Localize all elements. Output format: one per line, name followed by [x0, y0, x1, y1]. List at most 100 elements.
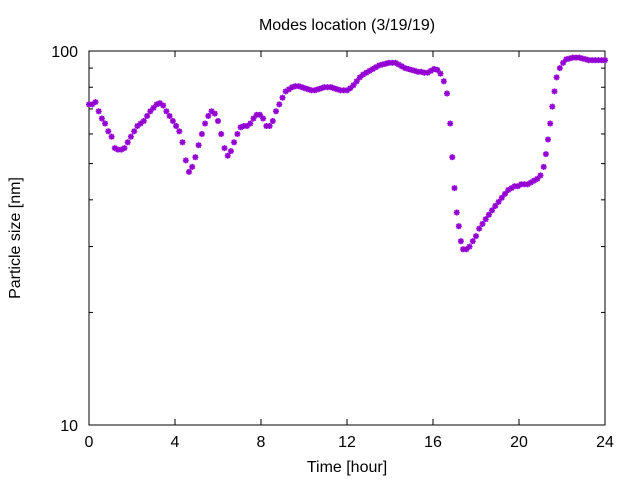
- data-point-stroke: [224, 152, 231, 159]
- data-point-stroke: [183, 157, 189, 164]
- data-point: [108, 133, 115, 140]
- data-point-stroke: [473, 233, 479, 239]
- data-point-stroke: [470, 238, 476, 244]
- data-point: [176, 128, 183, 135]
- data-point-stroke: [221, 145, 228, 151]
- data-point: [140, 118, 147, 124]
- data-point-stroke: [444, 90, 450, 97]
- data-point-stroke: [102, 120, 108, 127]
- x-axis-ticks: 0 4 8 12 16 20 24: [85, 51, 614, 451]
- data-point: [266, 123, 273, 129]
- data-point: [451, 185, 458, 192]
- data-point-stroke: [451, 185, 458, 191]
- data-point: [169, 118, 176, 124]
- data-point: [105, 128, 112, 135]
- data-point-stroke: [160, 102, 166, 109]
- data-point-stroke: [95, 108, 102, 115]
- data-point-stroke: [437, 70, 444, 77]
- data-point-stroke: [549, 103, 556, 110]
- data-point: [166, 113, 173, 119]
- data-point-stroke: [170, 118, 176, 124]
- data-point-stroke: [602, 57, 608, 63]
- data-point-stroke: [266, 123, 273, 129]
- data-point: [485, 211, 492, 218]
- data-point: [455, 223, 462, 230]
- x-tick-label: 16: [424, 434, 442, 451]
- data-point-stroke: [157, 100, 163, 106]
- x-tick-label: 0: [85, 434, 94, 451]
- data-point: [131, 128, 138, 135]
- data-point-stroke: [124, 139, 131, 146]
- data-point-stroke: [163, 108, 170, 115]
- data-point-stroke: [551, 88, 558, 95]
- data-point: [144, 113, 151, 119]
- data-point-stroke: [392, 60, 399, 66]
- data-point: [98, 115, 105, 122]
- data-point-stroke: [466, 243, 473, 250]
- data-point-stroke: [99, 115, 105, 122]
- data-point-stroke: [434, 67, 441, 73]
- data-point: [127, 133, 134, 140]
- data-point: [163, 108, 170, 115]
- data-point-stroke: [279, 94, 286, 101]
- data-point-stroke: [453, 209, 460, 216]
- data-point: [556, 65, 563, 72]
- y-axis-label: Particle size [nm]: [7, 177, 24, 299]
- y-tick-label: 100: [51, 44, 78, 61]
- data-point-stroke: [458, 238, 464, 244]
- x-tick-label: 8: [257, 434, 266, 451]
- data-point: [221, 145, 228, 152]
- data-point-stroke: [215, 118, 221, 124]
- data-point: [482, 216, 489, 223]
- data-point: [192, 154, 199, 161]
- data-point: [479, 220, 486, 227]
- data-point-stroke: [231, 139, 237, 146]
- data-point: [205, 113, 212, 119]
- data-point: [227, 148, 234, 155]
- plot-frame: [88, 50, 606, 426]
- data-point-stroke: [121, 145, 128, 151]
- data-point: [121, 145, 128, 152]
- chart-title: Modes location (3/19/19): [259, 17, 435, 34]
- data-point-stroke: [441, 78, 447, 85]
- data-point: [224, 152, 231, 159]
- data-point-stroke: [537, 172, 544, 179]
- data-point: [469, 238, 476, 245]
- data-point-stroke: [144, 113, 150, 119]
- data-point: [492, 203, 499, 209]
- data-point: [260, 115, 267, 122]
- data-point-stroke: [543, 151, 549, 157]
- data-point-stroke: [166, 113, 173, 119]
- data-point: [537, 172, 544, 179]
- data-point: [134, 123, 141, 129]
- data-point: [231, 139, 238, 146]
- data-point: [198, 131, 205, 137]
- data-point-stroke: [128, 133, 134, 140]
- x-tick-label: 20: [510, 434, 528, 451]
- data-point: [449, 154, 456, 161]
- data-point: [195, 142, 202, 149]
- data-point: [447, 120, 454, 127]
- data-point-stroke: [186, 169, 192, 175]
- x-tick-label: 12: [338, 434, 356, 451]
- data-point: [189, 163, 196, 170]
- data-point: [437, 70, 444, 77]
- data-point-stroke: [492, 203, 499, 209]
- data-point-stroke: [108, 133, 115, 140]
- data-point-stroke: [489, 207, 495, 214]
- data-point: [549, 103, 556, 110]
- data-point-stroke: [192, 154, 199, 160]
- data-point: [160, 102, 167, 109]
- data-point-stroke: [482, 216, 489, 222]
- data-point-stroke: [141, 118, 147, 124]
- data-point: [453, 209, 460, 216]
- data-point-stroke: [179, 139, 186, 146]
- y-tick-label: 10: [60, 418, 78, 435]
- x-axis-label: Time [hour]: [307, 459, 387, 476]
- data-point: [218, 131, 225, 137]
- data-point-stroke: [479, 221, 486, 227]
- data-point-stroke: [456, 223, 462, 229]
- data-point: [273, 108, 279, 115]
- data-point-stroke: [486, 211, 492, 218]
